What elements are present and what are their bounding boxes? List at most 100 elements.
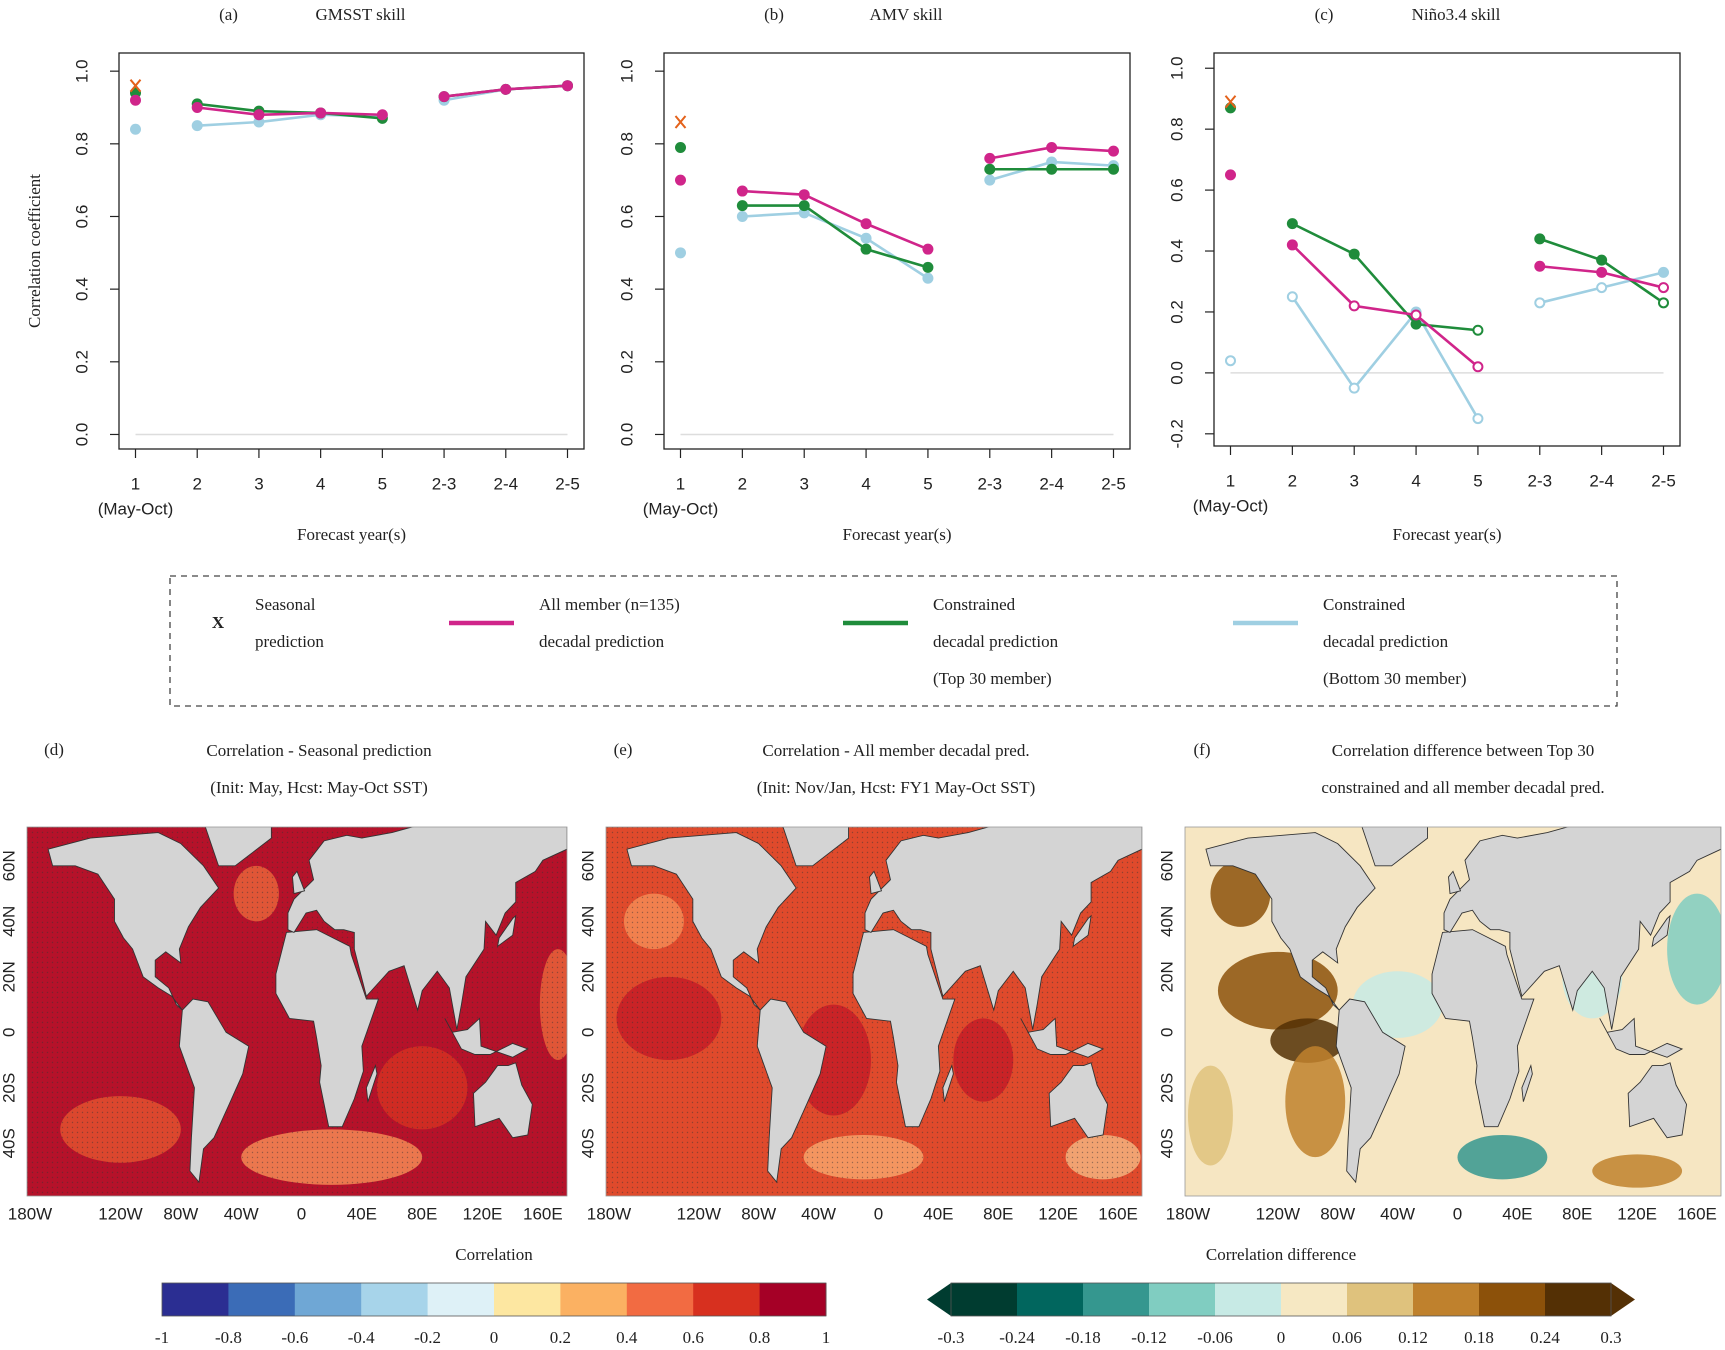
x-tick-label: 2-5 xyxy=(555,474,580,493)
legend-marker-x: X xyxy=(212,613,225,632)
marker xyxy=(675,247,686,259)
y-tick-label: 0.6 xyxy=(617,205,636,229)
land xyxy=(1205,832,1376,1011)
lat-tick-label: 40N xyxy=(1157,906,1176,937)
panel-label: (d) xyxy=(44,740,64,759)
colorbar-cell xyxy=(560,1283,628,1316)
series-line xyxy=(742,211,929,280)
x-tick-label: 2-3 xyxy=(1527,471,1552,490)
legend-label: Seasonal prediction xyxy=(255,595,324,651)
colorbar-tick-label: 0.06 xyxy=(1332,1328,1362,1347)
colorbar-cell xyxy=(361,1283,429,1316)
x-tick-label: 3 xyxy=(254,474,263,493)
lon-tick-label: 0 xyxy=(297,1204,306,1223)
marker xyxy=(1596,266,1608,278)
marker xyxy=(1108,145,1119,157)
map-area xyxy=(27,827,567,1196)
lon-tick-label: 80W xyxy=(1320,1204,1355,1223)
lon-tick-label: 180W xyxy=(1166,1204,1210,1223)
colorbar-tick-label: 0 xyxy=(490,1328,499,1347)
series-line xyxy=(742,204,929,269)
marker xyxy=(191,101,203,113)
lon-tick-label: 0 xyxy=(874,1204,883,1223)
x-tick-label: 4 xyxy=(316,474,325,493)
map-title: constrained and all member decadal pred. xyxy=(1321,778,1604,797)
lat-tick-label: 40N xyxy=(578,906,597,937)
marker xyxy=(1286,218,1298,230)
colorbar-cell xyxy=(1347,1283,1414,1316)
x-tick-label: 2-5 xyxy=(1101,474,1126,493)
land xyxy=(1521,1063,1533,1102)
land xyxy=(275,929,380,1128)
colorbar-cell xyxy=(1083,1283,1150,1316)
lat-tick-label: 60N xyxy=(1157,850,1176,881)
legend-label: All member (n=135) decadal prediction xyxy=(539,595,680,651)
marker xyxy=(315,107,327,119)
x-tick-label: 2-5 xyxy=(1651,471,1676,490)
colorbar-tick-label: 0.24 xyxy=(1530,1328,1560,1347)
marker xyxy=(1658,297,1669,309)
land xyxy=(1048,1062,1109,1139)
ocean-patch xyxy=(1285,1046,1346,1158)
lat-tick-label: 40S xyxy=(1157,1128,1176,1158)
x-tick-label: 5 xyxy=(923,474,932,493)
x-tick-label: 2-4 xyxy=(1589,471,1614,490)
lat-tick-label: 0 xyxy=(578,1028,597,1037)
legend-box xyxy=(169,575,1618,707)
marker xyxy=(798,200,810,212)
map-title: Correlation - Seasonal prediction xyxy=(206,741,432,760)
y-tick-label: 0.2 xyxy=(1167,300,1186,324)
marker xyxy=(1534,233,1546,245)
marker xyxy=(1410,318,1422,330)
colorbar-cell xyxy=(1413,1283,1480,1316)
colorbar-tick-label: -0.8 xyxy=(215,1328,242,1347)
lon-tick-label: 80E xyxy=(1562,1204,1592,1223)
colorbar-cell xyxy=(228,1283,296,1316)
marker xyxy=(860,218,872,230)
marker xyxy=(736,210,748,222)
chart-title: AMV skill xyxy=(870,5,943,24)
colorbar-label: Correlation xyxy=(455,1245,533,1264)
panel-label: (e) xyxy=(614,740,633,759)
plot-frame xyxy=(663,52,1131,450)
land xyxy=(178,998,250,1184)
map-frame xyxy=(26,826,568,1197)
land xyxy=(1072,914,1092,948)
lat-tick-label: 20N xyxy=(578,961,597,992)
marker xyxy=(1046,141,1058,153)
lat-tick-label: 20N xyxy=(1157,961,1176,992)
colorbar-frame xyxy=(950,1282,1612,1317)
marker xyxy=(1348,300,1360,312)
marker xyxy=(1472,324,1484,336)
marker xyxy=(253,109,265,121)
marker xyxy=(736,185,748,197)
land xyxy=(782,827,849,867)
lon-tick-label: 120W xyxy=(677,1204,721,1223)
y-tick-label: 0.6 xyxy=(1167,178,1186,202)
ocean-patch xyxy=(1667,893,1721,1005)
land xyxy=(756,998,827,1184)
y-tick-label: 0.4 xyxy=(72,277,91,301)
marker xyxy=(1658,282,1669,294)
ocean-patch xyxy=(1592,1154,1683,1188)
marker xyxy=(1472,413,1484,425)
colorbar-cell xyxy=(1215,1283,1282,1316)
marker xyxy=(984,152,996,164)
lat-tick-label: 20N xyxy=(0,961,18,992)
marker xyxy=(860,243,872,255)
colorbar-cell xyxy=(1479,1283,1546,1316)
map-title: (Init: Nov/Jan, Hcst: FY1 May-Oct SST) xyxy=(757,778,1036,797)
colorbar-extend-low xyxy=(927,1283,951,1316)
land xyxy=(1020,1017,1105,1058)
colorbar-cell xyxy=(1149,1283,1216,1316)
lon-tick-label: 0 xyxy=(1453,1204,1462,1223)
ocean-patch xyxy=(1187,1065,1233,1166)
map-title: Correlation - All member decadal pred. xyxy=(762,741,1029,760)
colorbar-cell xyxy=(1545,1283,1612,1316)
lon-tick-label: 120E xyxy=(1617,1204,1657,1223)
lat-tick-label: 60N xyxy=(578,850,597,881)
x-tick-label: 5 xyxy=(1473,471,1482,490)
lon-tick-label: 40W xyxy=(801,1204,836,1223)
colorbar-tick-label: 0.3 xyxy=(1600,1328,1621,1347)
